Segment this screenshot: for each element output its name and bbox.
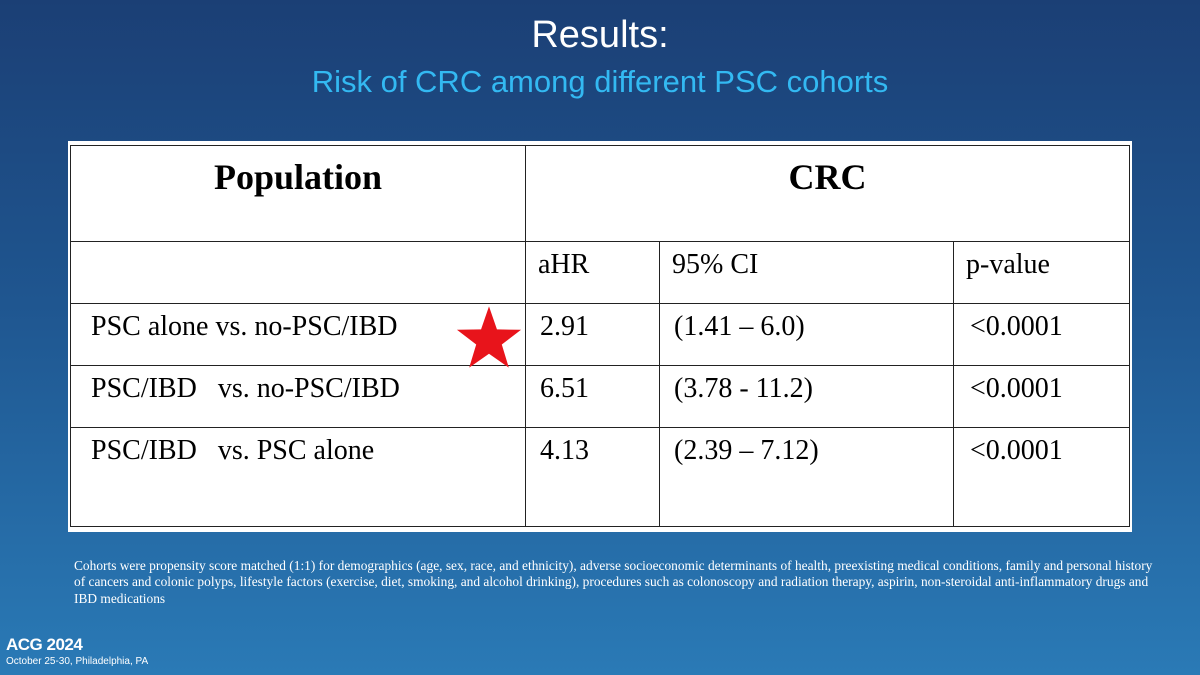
table-row: PSC alone vs. no-PSC/IBD 2.91 (1.41 – 6.… <box>70 303 1131 366</box>
row-population: PSC alone vs. no-PSC/IBD <box>70 303 526 366</box>
conference-dates: October 25-30, Philadelphia, PA <box>6 656 149 667</box>
row-ci: (1.41 – 6.0) <box>659 303 954 366</box>
table-row: PSC/IBD vs. PSC alone 4.13 (2.39 – 7.12)… <box>70 427 1131 527</box>
row-population: PSC/IBD vs. PSC alone <box>70 427 526 527</box>
footnote: Cohorts were propensity score matched (1… <box>74 558 1153 606</box>
ci-header: 95% CI <box>659 241 954 304</box>
row-population: PSC/IBD vs. no-PSC/IBD <box>70 365 526 428</box>
population-header: Population <box>70 145 526 242</box>
empty-subheader-cell <box>70 241 526 304</box>
row-ci: (2.39 – 7.12) <box>659 427 954 527</box>
acg-logo: ACG 2024 <box>6 635 83 654</box>
table-header-row: Population CRC <box>70 145 1131 242</box>
slide-subtitle: Risk of CRC among different PSC cohorts <box>311 64 889 99</box>
row-pvalue: <0.0001 <box>952 303 1131 366</box>
row-pvalue: <0.0001 <box>952 365 1131 428</box>
results-table: Population CRC aHR 95% CI p-value PSC al… <box>70 145 1131 527</box>
ahr-header: aHR <box>525 241 660 304</box>
row-ahr: 6.51 <box>525 365 660 428</box>
crc-header: CRC <box>524 145 1131 242</box>
row-ahr: 4.13 <box>525 427 660 527</box>
table-subheader-row: aHR 95% CI p-value <box>70 241 1131 304</box>
slide-title: Results: <box>531 14 669 56</box>
row-ci: (3.78 - 11.2) <box>659 365 954 428</box>
results-table-panel: Population CRC aHR 95% CI p-value PSC al… <box>68 141 1132 532</box>
row-ahr: 2.91 <box>525 303 660 366</box>
table-row: PSC/IBD vs. no-PSC/IBD 6.51 (3.78 - 11.2… <box>70 365 1131 428</box>
pvalue-header: p-value <box>952 241 1131 304</box>
star-icon <box>456 306 522 368</box>
row-pvalue: <0.0001 <box>952 427 1131 527</box>
